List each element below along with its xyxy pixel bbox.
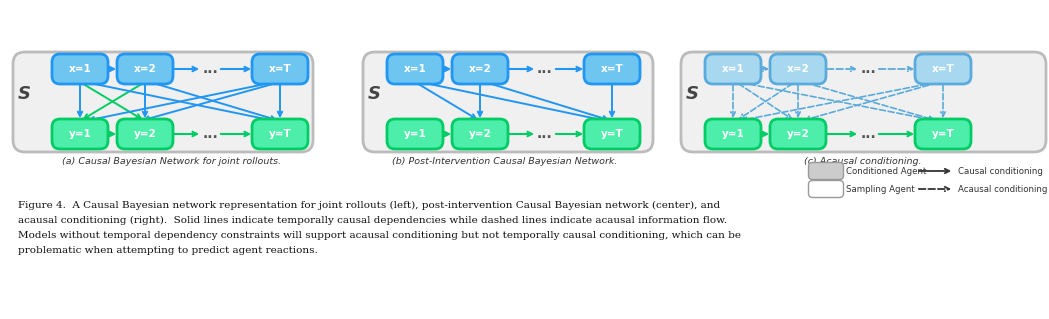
FancyBboxPatch shape — [452, 119, 508, 149]
Text: x=T: x=T — [269, 64, 292, 74]
Text: x=T: x=T — [601, 64, 623, 74]
FancyBboxPatch shape — [809, 181, 843, 197]
FancyBboxPatch shape — [387, 119, 443, 149]
Text: y=2: y=2 — [133, 129, 156, 139]
Text: ...: ... — [860, 127, 876, 141]
Text: y=1: y=1 — [68, 129, 91, 139]
Text: problematic when attempting to predict agent reactions.: problematic when attempting to predict a… — [18, 246, 318, 255]
FancyBboxPatch shape — [363, 52, 652, 152]
FancyBboxPatch shape — [705, 54, 761, 84]
FancyBboxPatch shape — [117, 54, 173, 84]
FancyBboxPatch shape — [52, 54, 108, 84]
Text: (a) Causal Bayesian Network for joint rollouts.: (a) Causal Bayesian Network for joint ro… — [63, 157, 281, 166]
Text: Conditioned Agent: Conditioned Agent — [845, 167, 926, 175]
FancyBboxPatch shape — [915, 119, 971, 149]
Text: x=2: x=2 — [133, 64, 156, 74]
Text: y=1: y=1 — [722, 129, 745, 139]
Text: x=2: x=2 — [469, 64, 491, 74]
FancyBboxPatch shape — [452, 54, 508, 84]
Text: Figure 4.  A Causal Bayesian network representation for joint rollouts (left), p: Figure 4. A Causal Bayesian network repr… — [18, 201, 720, 210]
Text: x=1: x=1 — [722, 64, 745, 74]
Text: Acausal conditioning: Acausal conditioning — [958, 184, 1047, 194]
Text: S: S — [367, 85, 381, 103]
FancyBboxPatch shape — [809, 162, 843, 180]
Text: ...: ... — [537, 62, 553, 76]
FancyBboxPatch shape — [681, 52, 1046, 152]
Text: acausal conditioning (right).  Solid lines indicate temporally causal dependenci: acausal conditioning (right). Solid line… — [18, 216, 727, 225]
Text: ...: ... — [537, 127, 553, 141]
Text: S: S — [18, 85, 30, 103]
Text: ...: ... — [202, 62, 218, 76]
Text: y=T: y=T — [601, 129, 623, 139]
Text: ...: ... — [860, 62, 876, 76]
Text: y=1: y=1 — [404, 129, 426, 139]
FancyBboxPatch shape — [13, 52, 313, 152]
Text: x=1: x=1 — [404, 64, 426, 74]
FancyBboxPatch shape — [584, 119, 640, 149]
FancyBboxPatch shape — [252, 54, 308, 84]
FancyBboxPatch shape — [387, 54, 443, 84]
Text: Models without temporal dependency constraints will support acausal conditioning: Models without temporal dependency const… — [18, 231, 741, 240]
Text: y=T: y=T — [932, 129, 955, 139]
Text: x=2: x=2 — [787, 64, 810, 74]
FancyBboxPatch shape — [770, 54, 826, 84]
Text: y=T: y=T — [269, 129, 292, 139]
FancyBboxPatch shape — [915, 54, 971, 84]
FancyBboxPatch shape — [252, 119, 308, 149]
Text: x=1: x=1 — [68, 64, 91, 74]
FancyBboxPatch shape — [52, 119, 108, 149]
Text: y=2: y=2 — [469, 129, 491, 139]
Text: y=2: y=2 — [787, 129, 810, 139]
Text: (b) Post-Intervention Causal Bayesian Network.: (b) Post-Intervention Causal Bayesian Ne… — [392, 157, 618, 166]
Text: ...: ... — [202, 127, 218, 141]
FancyBboxPatch shape — [705, 119, 761, 149]
Text: S: S — [685, 85, 699, 103]
FancyBboxPatch shape — [584, 54, 640, 84]
Text: x=T: x=T — [932, 64, 955, 74]
FancyBboxPatch shape — [117, 119, 173, 149]
FancyBboxPatch shape — [770, 119, 826, 149]
Text: Causal conditioning: Causal conditioning — [958, 167, 1043, 175]
Text: (c) Acausal conditioning.: (c) Acausal conditioning. — [805, 157, 922, 166]
Text: Sampling Agent: Sampling Agent — [845, 184, 915, 194]
